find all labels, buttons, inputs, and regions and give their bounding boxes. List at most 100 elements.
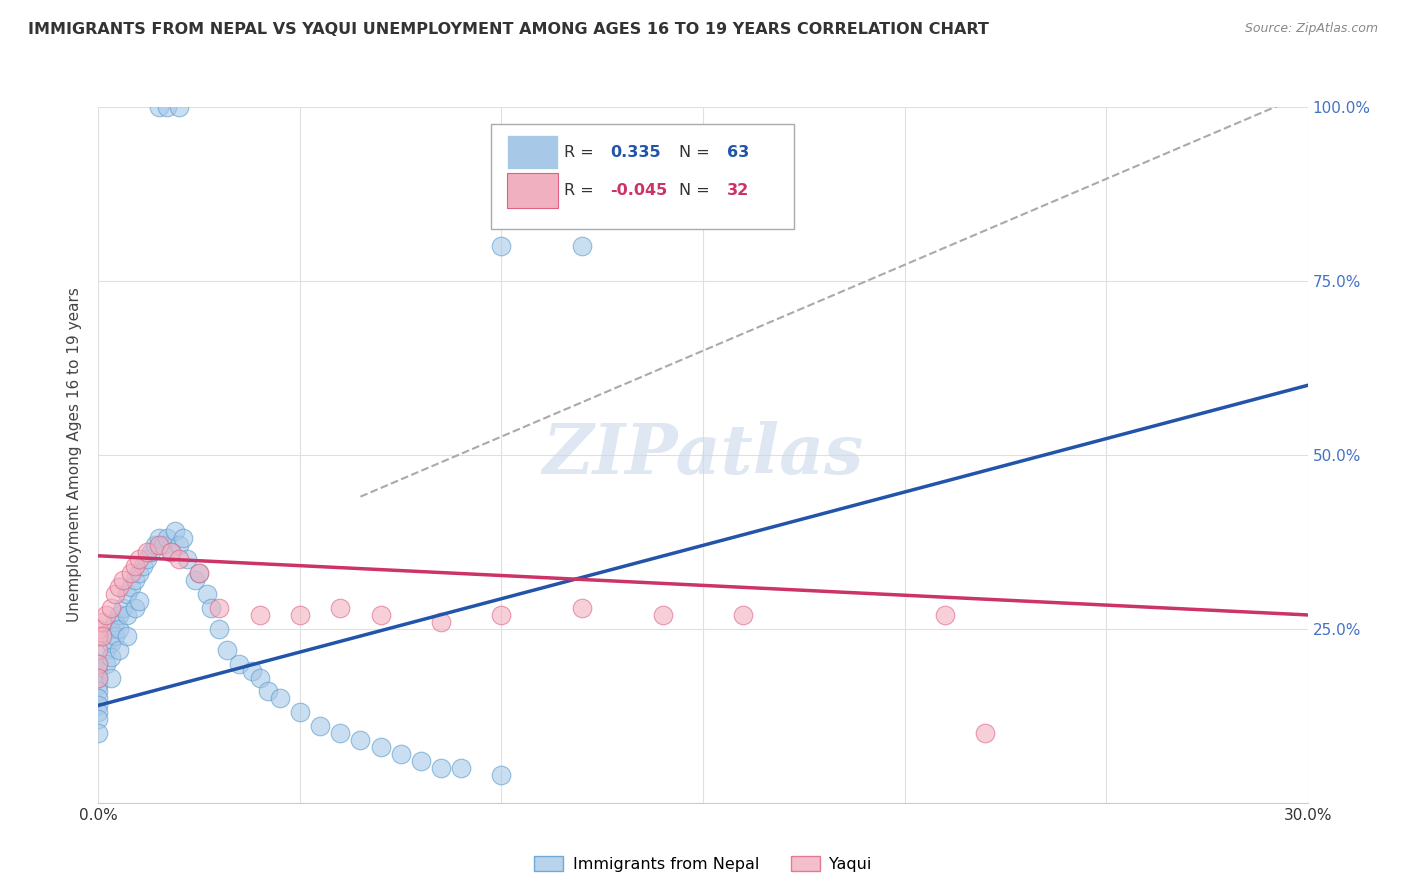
Point bbox=[96, 642, 118, 657]
Point bbox=[167, 100, 190, 114]
Point bbox=[208, 622, 231, 636]
Point bbox=[87, 629, 110, 643]
Point bbox=[156, 100, 179, 114]
Point bbox=[163, 524, 186, 539]
Point bbox=[96, 657, 118, 671]
Point bbox=[107, 642, 129, 657]
Point bbox=[651, 607, 673, 622]
Point bbox=[103, 587, 125, 601]
Point bbox=[91, 629, 114, 643]
Point bbox=[176, 552, 198, 566]
FancyBboxPatch shape bbox=[508, 173, 558, 208]
Point bbox=[124, 573, 146, 587]
Point bbox=[329, 726, 352, 740]
Point bbox=[87, 691, 110, 706]
Point bbox=[167, 552, 190, 566]
Point bbox=[128, 552, 150, 566]
Point bbox=[228, 657, 250, 671]
Point bbox=[188, 566, 211, 581]
Point bbox=[491, 239, 513, 253]
Point bbox=[87, 684, 110, 698]
Point bbox=[132, 559, 155, 574]
Point bbox=[249, 671, 271, 685]
Point bbox=[100, 636, 122, 650]
Point bbox=[188, 566, 211, 581]
Point bbox=[100, 622, 122, 636]
Point bbox=[107, 622, 129, 636]
Text: IMMIGRANTS FROM NEPAL VS YAQUI UNEMPLOYMENT AMONG AGES 16 TO 19 YEARS CORRELATIO: IMMIGRANTS FROM NEPAL VS YAQUI UNEMPLOYM… bbox=[28, 22, 988, 37]
Point bbox=[139, 545, 162, 559]
Point bbox=[217, 642, 239, 657]
Point bbox=[87, 712, 110, 726]
Point bbox=[87, 671, 110, 685]
Point bbox=[91, 615, 114, 629]
Point bbox=[571, 601, 593, 615]
Point bbox=[100, 601, 122, 615]
Point bbox=[103, 615, 125, 629]
Point bbox=[115, 629, 138, 643]
Point bbox=[974, 726, 997, 740]
Text: 32: 32 bbox=[727, 183, 749, 198]
Text: N =: N = bbox=[679, 145, 714, 160]
Point bbox=[87, 677, 110, 691]
Point bbox=[571, 239, 593, 253]
Point bbox=[87, 657, 110, 671]
Point bbox=[87, 726, 110, 740]
Text: R =: R = bbox=[564, 145, 599, 160]
Point bbox=[370, 740, 392, 755]
Point bbox=[167, 538, 190, 552]
Point bbox=[160, 545, 183, 559]
Point bbox=[128, 566, 150, 581]
Point bbox=[148, 538, 170, 552]
Text: N =: N = bbox=[679, 183, 714, 198]
Text: 63: 63 bbox=[727, 145, 749, 160]
Point bbox=[491, 768, 513, 782]
Point bbox=[389, 747, 412, 761]
Point bbox=[934, 607, 956, 622]
Point bbox=[107, 607, 129, 622]
Point bbox=[269, 691, 291, 706]
Point bbox=[124, 559, 146, 574]
Point bbox=[288, 607, 311, 622]
Text: R =: R = bbox=[564, 183, 599, 198]
Point bbox=[96, 607, 118, 622]
Point bbox=[208, 601, 231, 615]
Text: 0.335: 0.335 bbox=[610, 145, 661, 160]
Point bbox=[107, 580, 129, 594]
Point bbox=[491, 607, 513, 622]
Point bbox=[87, 657, 110, 671]
Point bbox=[733, 607, 755, 622]
Point bbox=[288, 706, 311, 720]
Point bbox=[256, 684, 278, 698]
Point bbox=[128, 594, 150, 608]
Point bbox=[120, 580, 142, 594]
Point bbox=[370, 607, 392, 622]
Point bbox=[115, 607, 138, 622]
Legend: Immigrants from Nepal, Yaqui: Immigrants from Nepal, Yaqui bbox=[527, 850, 879, 879]
Point bbox=[111, 573, 134, 587]
Point bbox=[100, 649, 122, 664]
Point bbox=[120, 566, 142, 581]
Point bbox=[409, 754, 432, 768]
Point bbox=[309, 719, 332, 733]
FancyBboxPatch shape bbox=[508, 136, 558, 169]
Point bbox=[100, 671, 122, 685]
Point bbox=[115, 587, 138, 601]
Point bbox=[450, 761, 472, 775]
Point bbox=[135, 545, 157, 559]
Point bbox=[87, 706, 110, 720]
Text: -0.045: -0.045 bbox=[610, 183, 666, 198]
Point bbox=[349, 733, 371, 747]
Point bbox=[87, 642, 110, 657]
Point bbox=[148, 100, 170, 114]
Point bbox=[172, 532, 194, 546]
Point bbox=[87, 622, 110, 636]
Point bbox=[160, 545, 183, 559]
Point bbox=[148, 532, 170, 546]
Y-axis label: Unemployment Among Ages 16 to 19 years: Unemployment Among Ages 16 to 19 years bbox=[67, 287, 83, 623]
Point bbox=[152, 538, 174, 552]
Point bbox=[87, 698, 110, 713]
Point bbox=[430, 761, 453, 775]
Point bbox=[200, 601, 222, 615]
Point bbox=[143, 538, 166, 552]
